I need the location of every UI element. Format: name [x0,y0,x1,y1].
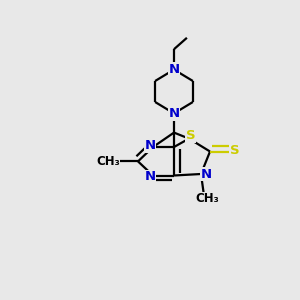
Text: N: N [144,139,156,152]
Text: CH₃: CH₃ [195,192,219,205]
Text: S: S [230,144,239,158]
Text: S: S [186,129,195,142]
Text: N: N [201,167,212,181]
Text: CH₃: CH₃ [96,155,120,168]
Text: N: N [168,63,180,76]
Text: N: N [144,170,156,184]
Text: N: N [168,107,180,120]
